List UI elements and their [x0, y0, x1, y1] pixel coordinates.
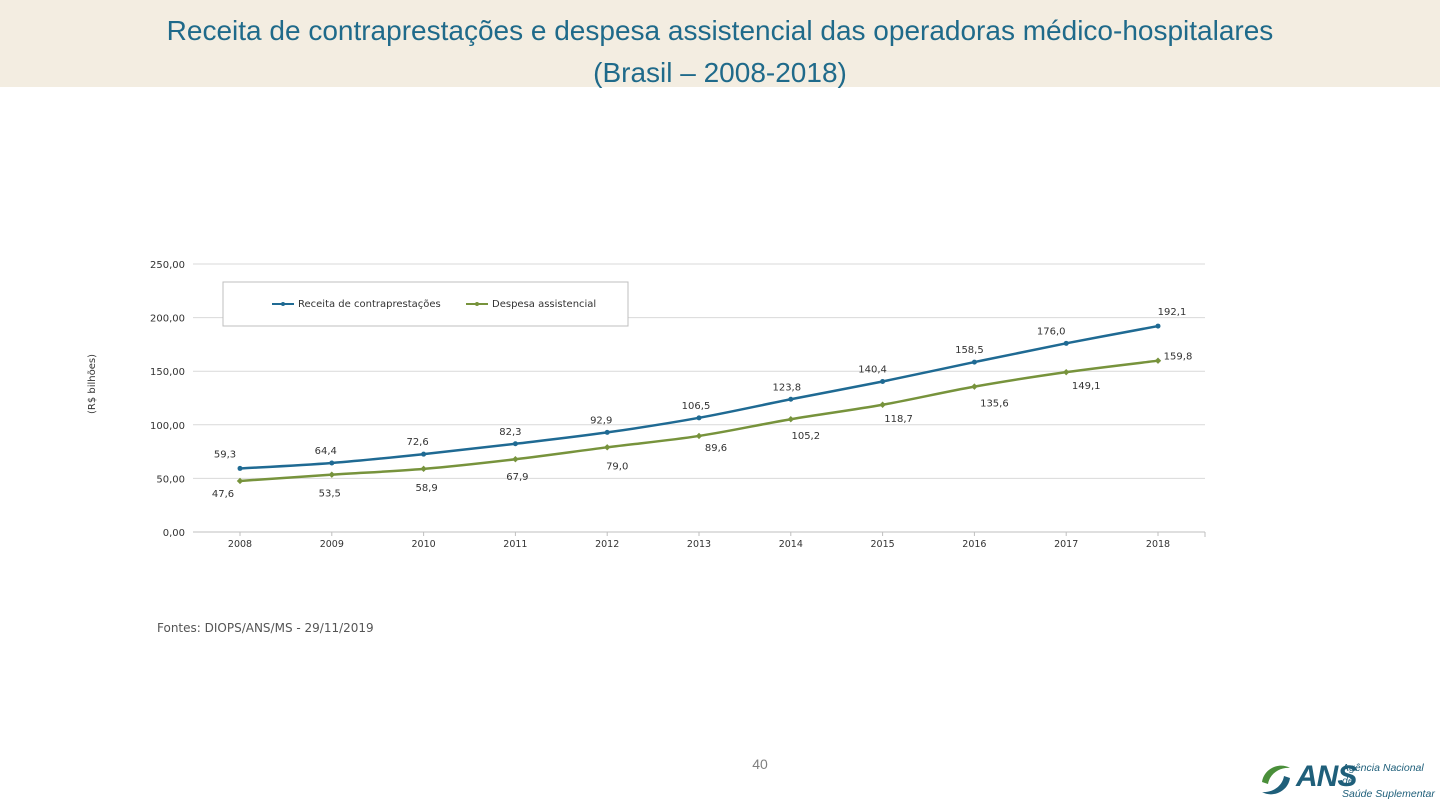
source-note: Fontes: DIOPS/ANS/MS - 29/11/2019	[157, 621, 374, 635]
series-line-despesa	[239, 359, 1159, 483]
data-point	[512, 456, 519, 463]
data-label: 140,4	[858, 364, 887, 375]
x-tick-label: 2018	[1146, 539, 1170, 550]
legend-marker	[475, 302, 479, 306]
x-tick-label: 2013	[687, 539, 711, 550]
data-label: 64,4	[315, 446, 337, 457]
logo-subtitle-line-1: Agência Nacional de	[1342, 762, 1424, 787]
x-tick-label: 2016	[962, 539, 986, 550]
data-label: 47,6	[212, 489, 234, 500]
data-point	[236, 477, 244, 485]
x-tick-label: 2009	[320, 539, 344, 550]
data-label: 135,6	[980, 399, 1009, 410]
data-point	[971, 383, 978, 390]
data-label: 158,5	[955, 345, 984, 356]
y-tick-label: 150,00	[150, 367, 185, 378]
y-tick-label: 50,00	[156, 474, 185, 485]
data-point	[1063, 368, 1070, 376]
logo-subtitle-line-2: Saúde Suplementar	[1342, 788, 1435, 800]
data-point	[237, 465, 243, 471]
x-tick-label: 2012	[595, 539, 619, 550]
y-tick-label: 250,00	[150, 260, 185, 271]
title-band	[0, 0, 1440, 87]
data-point	[604, 444, 611, 451]
title-line-2: (Brasil – 2008-2018)	[593, 57, 847, 88]
page-number: 40	[752, 756, 768, 772]
data-label: 105,2	[791, 431, 820, 442]
data-point	[1063, 340, 1069, 346]
data-label: 118,7	[884, 414, 913, 425]
x-tick-label: 2017	[1054, 539, 1078, 550]
data-label: 72,6	[406, 437, 428, 448]
slide-title: Receita de contraprestações e despesa as…	[0, 10, 1440, 94]
data-label: 149,1	[1072, 381, 1101, 392]
data-label: 53,5	[319, 489, 341, 500]
data-label: 82,3	[499, 427, 521, 438]
y-tick-label: 200,00	[150, 314, 185, 325]
data-point	[879, 401, 886, 408]
data-point	[328, 471, 335, 478]
data-label: 92,9	[590, 415, 612, 426]
x-tick-label: 2015	[871, 539, 895, 550]
x-tick-label: 2008	[228, 539, 252, 550]
y-tick-label: 0,00	[163, 528, 185, 539]
legend-label: Despesa assistencial	[492, 299, 596, 310]
data-label: 89,6	[705, 443, 727, 454]
logo-subtitle: Agência Nacional de Saúde Suplementar	[1342, 762, 1436, 801]
series-line-receita	[239, 324, 1159, 470]
data-label: 123,8	[772, 382, 801, 393]
data-point	[971, 359, 977, 365]
data-point	[512, 441, 518, 447]
data-point	[329, 460, 335, 466]
data-point	[420, 465, 427, 473]
data-label: 59,3	[214, 449, 236, 460]
legend-label: Receita de contraprestações	[298, 299, 441, 310]
data-label: 159,8	[1164, 352, 1193, 363]
data-label: 79,0	[606, 461, 628, 472]
data-point	[1155, 323, 1161, 329]
data-point	[1154, 357, 1162, 364]
data-label: 106,5	[682, 401, 711, 412]
y-axis-label: (R$ bilhões)	[87, 354, 98, 414]
data-point	[421, 451, 427, 457]
logo-wordmark: ANS	[1296, 760, 1357, 793]
data-label: 58,9	[415, 483, 437, 494]
data-point	[604, 429, 610, 435]
data-label: 192,1	[1158, 307, 1187, 318]
legend-marker	[281, 302, 285, 306]
x-tick-label: 2011	[503, 539, 527, 550]
data-point	[788, 396, 794, 402]
ans-logo: ANS Agência Nacional de Saúde Suplementa…	[1256, 758, 1436, 802]
ans-logo-icon	[1262, 765, 1290, 795]
data-point	[695, 432, 703, 440]
data-point	[787, 416, 794, 423]
data-label: 176,0	[1037, 326, 1066, 337]
data-label: 67,9	[506, 472, 528, 483]
title-line-1: Receita de contraprestações e despesa as…	[166, 15, 1274, 46]
y-tick-label: 100,00	[150, 421, 185, 432]
data-point	[880, 378, 886, 384]
x-tick-label: 2010	[412, 539, 436, 550]
data-point	[696, 415, 702, 421]
x-tick-label: 2014	[779, 539, 803, 550]
